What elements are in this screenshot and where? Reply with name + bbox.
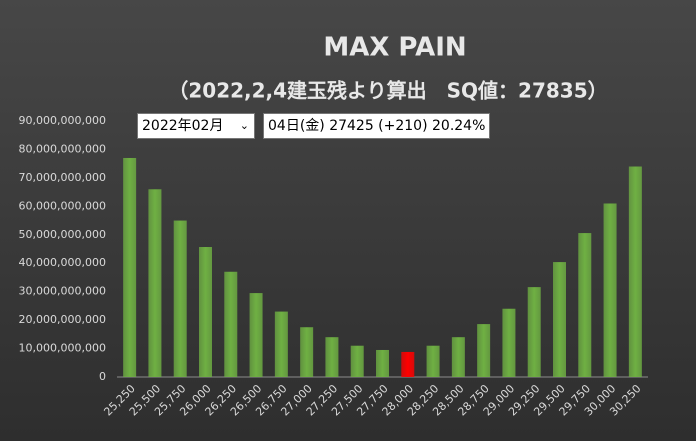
- bar: [401, 351, 415, 377]
- bar: [553, 262, 566, 377]
- bar: [325, 337, 339, 377]
- bar: [477, 324, 491, 377]
- y-tick-label: 80,000,000,000: [19, 142, 106, 155]
- y-tick-label: 0: [99, 370, 106, 383]
- info-box: 04日(金) 27425 (+210) 20.24%: [263, 113, 491, 139]
- y-tick-label: 70,000,000,000: [19, 171, 106, 184]
- bar: [578, 233, 592, 377]
- chart-subtitle: （2022,2,4建玉残より算出 SQ値：27835）: [168, 79, 607, 103]
- bar: [502, 308, 516, 377]
- bar: [350, 345, 364, 377]
- bar: [123, 157, 137, 377]
- y-tick-label: 20,000,000,000: [19, 313, 106, 326]
- bar: [224, 271, 238, 377]
- bar: [148, 189, 162, 377]
- bar: [628, 166, 642, 377]
- bar: [603, 203, 617, 377]
- bar: [274, 311, 288, 377]
- bar: [249, 293, 263, 377]
- bar: [426, 345, 440, 377]
- y-tick-label: 40,000,000,000: [19, 256, 106, 269]
- bar: [173, 220, 187, 377]
- month-select[interactable]: 2022年02月 ⌄: [137, 113, 255, 139]
- bar: [300, 327, 314, 377]
- y-tick-label: 60,000,000,000: [19, 199, 106, 212]
- bar: [376, 349, 389, 377]
- y-tick-label: 90,000,000,000: [19, 114, 106, 127]
- month-text: 2022年02月: [142, 118, 224, 134]
- y-tick-label: 30,000,000,000: [19, 285, 106, 298]
- y-tick-label: 10,000,000,000: [19, 342, 106, 355]
- bar: [451, 337, 465, 377]
- chart-title: MAX PAIN: [323, 33, 466, 63]
- info-text: 04日(金) 27425 (+210) 20.24%: [268, 118, 486, 134]
- bar: [199, 247, 212, 377]
- bar: [527, 287, 541, 377]
- y-tick-label: 50,000,000,000: [19, 228, 106, 241]
